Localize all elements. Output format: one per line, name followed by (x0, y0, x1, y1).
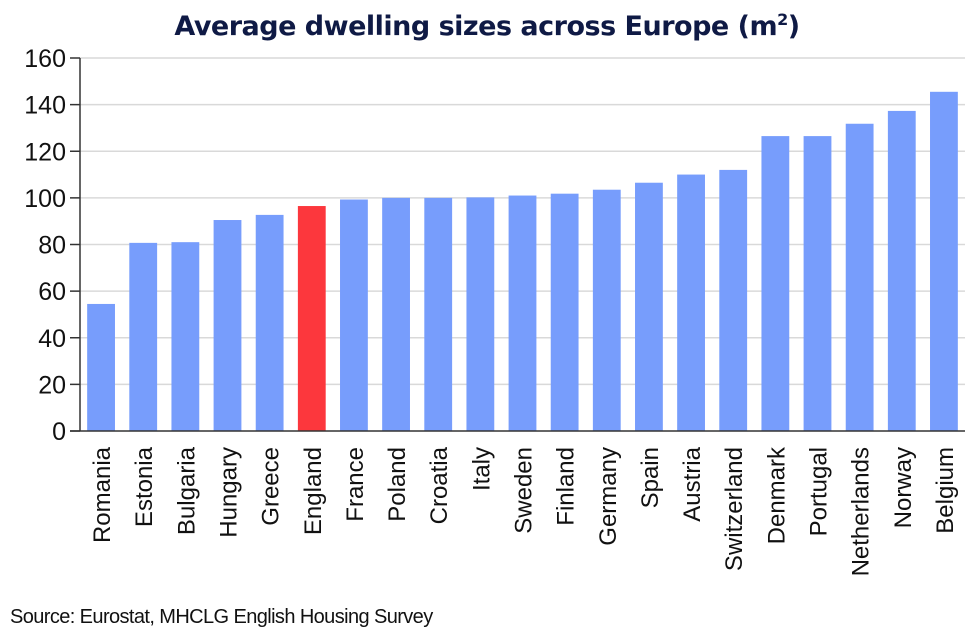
chart-title: Average dwelling sizes across Europe (m2… (0, 10, 974, 42)
x-tick-label: Austria (679, 446, 706, 521)
bar-portugal (803, 136, 832, 432)
x-tick-label: England (300, 447, 327, 535)
x-tick-label: Sweden (511, 447, 538, 534)
bar-greece (255, 214, 284, 431)
bar-england (297, 206, 326, 431)
y-tick-label: 60 (38, 278, 66, 306)
axes (70, 57, 965, 432)
x-tick-label: Netherlands (848, 447, 875, 576)
x-tick-label: Greece (258, 447, 285, 526)
bar-norway (887, 110, 916, 431)
y-tick-labels: 0 20 40 60 80 100 120 140 160 (24, 45, 66, 446)
bar-belgium (930, 91, 958, 431)
x-category-labels: Romania Estonia Bulgaria Hungary Greece Engla… (89, 446, 959, 576)
bar-estonia (129, 242, 158, 431)
x-tick-label: Hungary (216, 447, 243, 538)
bar-poland (382, 197, 410, 431)
y-tick-label: 20 (38, 371, 66, 399)
x-tick-label: Italy (468, 447, 495, 491)
y-tick-label: 140 (24, 92, 66, 120)
y-tick-label: 160 (24, 45, 66, 73)
y-tick-label: 120 (24, 138, 66, 166)
bars (87, 91, 958, 432)
bar-croatia (424, 197, 453, 431)
source-note: Source: Eurostat, MHCLG English Housing … (10, 606, 433, 628)
bar-sweden (508, 195, 537, 431)
y-tick-label: 80 (38, 232, 66, 260)
x-tick-label: Croatia (426, 446, 453, 524)
bar-austria (677, 174, 705, 431)
y-tick-label: 100 (24, 185, 66, 213)
x-tick-label: France (342, 447, 369, 522)
bar-hungary (213, 220, 242, 431)
bar-denmark (761, 136, 790, 432)
bar-switzerland (719, 169, 748, 431)
x-tick-label: Germany (595, 447, 622, 546)
x-tick-label: Romania (89, 446, 116, 543)
x-tick-label: Belgium (932, 447, 959, 534)
x-tick-label: Switzerland (721, 447, 748, 571)
bar-spain (635, 182, 663, 431)
chart-title-text: Average dwelling sizes across Europe (m (174, 11, 778, 42)
x-tick-label: Poland (384, 447, 411, 522)
y-tick-label: 0 (52, 418, 66, 446)
bar-bulgaria (171, 242, 200, 431)
x-tick-label: Finland (553, 447, 580, 526)
x-tick-label: Bulgaria (173, 446, 200, 535)
bar-france (340, 199, 368, 431)
x-tick-label: Denmark (763, 446, 790, 544)
bar-romania (87, 303, 115, 431)
x-tick-label: Estonia (131, 446, 158, 527)
bar-finland (550, 193, 579, 431)
bar-italy (466, 197, 495, 431)
x-tick-label: Portugal (806, 447, 833, 536)
bar-netherlands (845, 123, 874, 432)
x-tick-label: Spain (637, 447, 664, 508)
y-tick-label: 40 (38, 325, 66, 353)
chart-title-suffix: ) (787, 11, 800, 42)
x-tick-label: Norway (890, 447, 917, 528)
bar-germany (592, 189, 621, 431)
chart-title-superscript: 2 (777, 10, 788, 29)
